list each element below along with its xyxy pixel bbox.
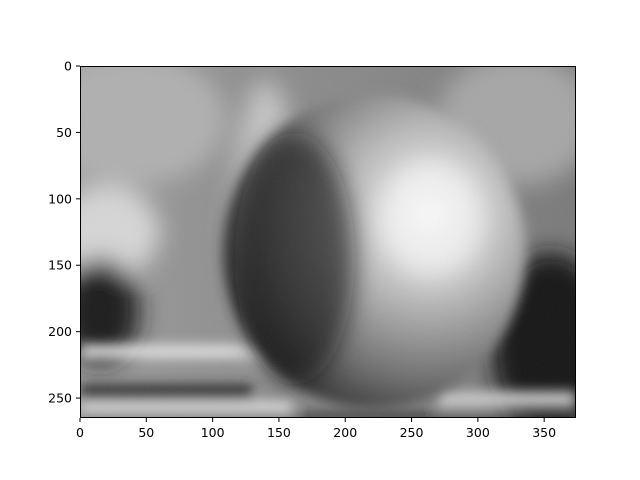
x-tick-label: 250 xyxy=(400,425,424,440)
x-axis: 0 50 100 150 200 250 300 350 xyxy=(76,418,556,440)
x-tick-label: 0 xyxy=(76,425,84,440)
y-tick-label: 50 xyxy=(56,125,72,140)
image-content xyxy=(80,66,576,418)
x-tick-label: 100 xyxy=(201,425,225,440)
y-axis: 0 50 100 150 200 250 xyxy=(48,59,80,406)
x-tick-label: 300 xyxy=(466,425,490,440)
x-tick-label: 50 xyxy=(138,425,154,440)
image-texture xyxy=(80,66,576,418)
y-tick-label: 0 xyxy=(64,59,72,74)
y-tick-label: 100 xyxy=(48,191,72,206)
x-tick-label: 200 xyxy=(333,425,357,440)
y-tick-label: 200 xyxy=(48,324,72,339)
x-tick-label: 150 xyxy=(267,425,291,440)
x-tick-label: 350 xyxy=(532,425,556,440)
axes-frame xyxy=(80,66,576,418)
y-tick-label: 150 xyxy=(48,258,72,273)
y-tick-label: 250 xyxy=(48,391,72,406)
